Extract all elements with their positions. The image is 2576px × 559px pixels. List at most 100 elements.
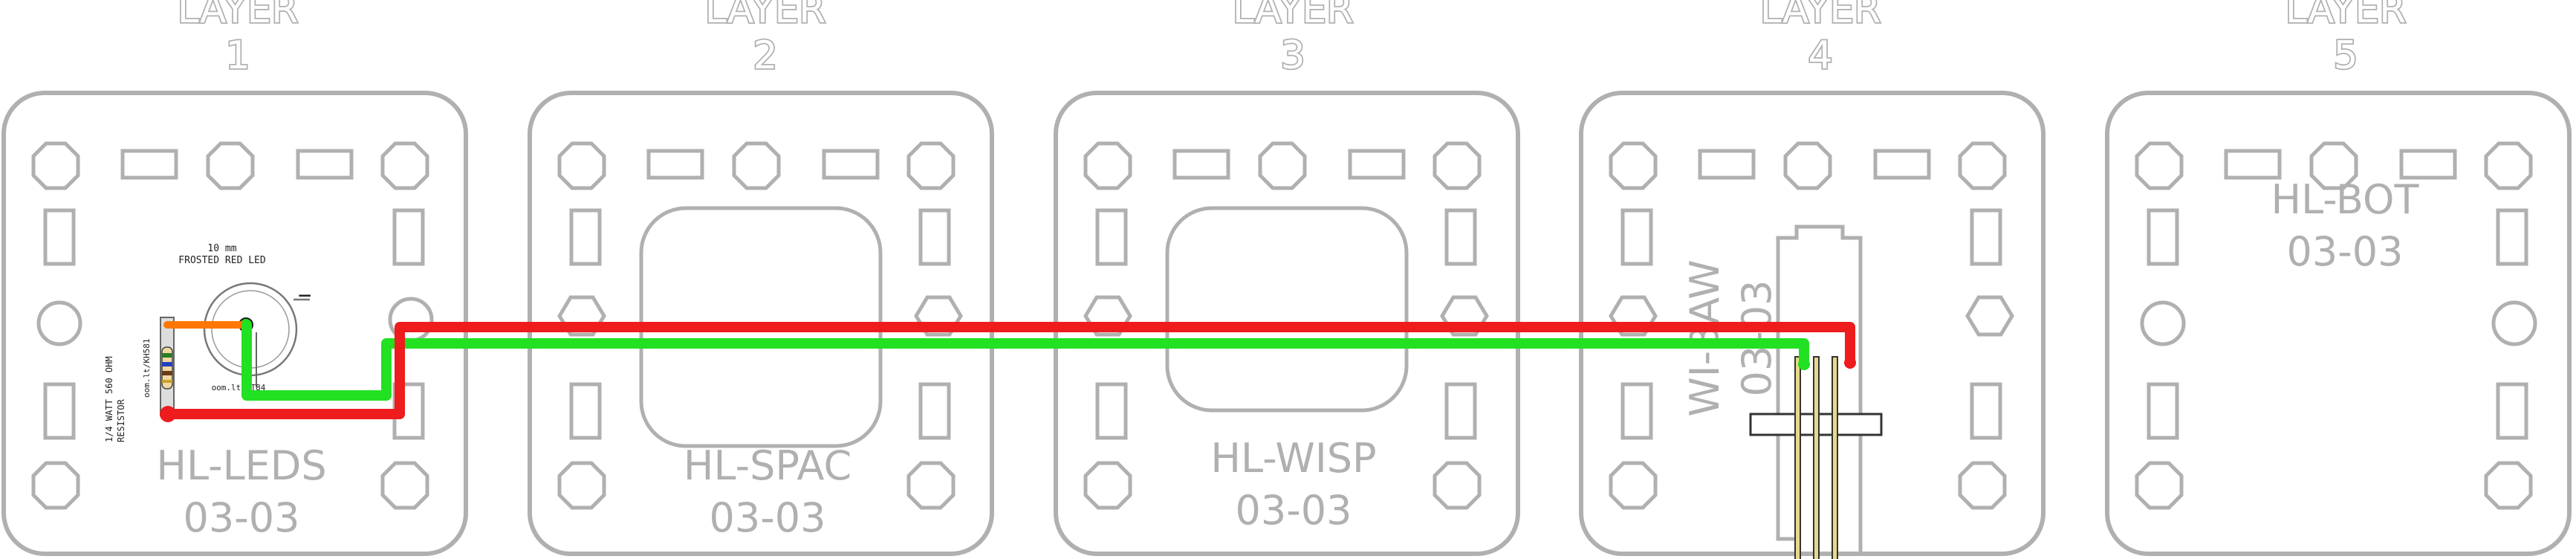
slot-vertical: [2147, 382, 2179, 440]
slot-vertical: [569, 382, 602, 440]
hole-octagon: [1609, 461, 1658, 510]
hole-octagon: [906, 141, 956, 190]
hole-octagon: [2135, 461, 2184, 510]
hole-octagon: [2309, 141, 2358, 190]
led-minus-sign: −: [298, 282, 311, 308]
hole-round: [36, 300, 82, 346]
header-pin: [1813, 356, 1820, 559]
layer-4-title-word: LAYER: [1760, 0, 1881, 32]
hole-octagon: [1433, 461, 1482, 510]
slot-vertical: [569, 208, 602, 266]
hole-octagon: [380, 141, 429, 190]
hole-octagon: [31, 461, 80, 510]
slot-horizontal: [2399, 149, 2457, 180]
resistor-name-label: RESISTOR: [116, 398, 126, 442]
board-rev: 03-03: [1236, 487, 1352, 534]
red-wire-start: [160, 406, 176, 422]
hole-octagon: [2484, 461, 2533, 510]
slot-vertical: [918, 382, 951, 440]
header-cutout: [1776, 224, 1863, 554]
slot-horizontal: [1348, 149, 1406, 180]
slot-horizontal: [1873, 149, 1931, 180]
layer-1-title-number: 1: [225, 33, 250, 78]
slot-vertical: [1620, 208, 1653, 266]
slot-vertical: [918, 208, 951, 266]
led-name-label: FROSTED RED LED: [178, 255, 266, 266]
hole-hexagon: [557, 295, 606, 337]
slot-horizontal: [822, 149, 880, 180]
hole-octagon: [906, 461, 956, 510]
green-wire-end: [1798, 358, 1810, 370]
layer-1-title-word: LAYER: [178, 0, 298, 32]
slot-vertical: [2496, 382, 2528, 440]
hole-octagon: [1083, 141, 1132, 190]
layer-5-title-number: 5: [2333, 33, 2358, 78]
slot-vertical: [43, 382, 76, 440]
board-hl-leds: HL-LEDS 03-03 − 10 mm FROSTED RED LED oo…: [1, 91, 468, 556]
hole-hexagon: [1609, 295, 1658, 337]
slot-vertical: [1970, 208, 2002, 266]
red-wire: [163, 322, 1855, 419]
board-rev: 03-03: [710, 494, 826, 541]
green-wire: [241, 320, 1809, 401]
slot-vertical: [2496, 208, 2528, 266]
slot-horizontal: [2224, 149, 2282, 180]
resistor-spec-label: 1/4 WATT 560 OHM: [104, 356, 114, 442]
layer-5-title-word: LAYER: [2285, 0, 2406, 32]
hole-octagon: [1083, 461, 1132, 510]
board-rev: 03-03: [184, 494, 300, 541]
hole-octagon: [31, 141, 80, 190]
slot-horizontal: [1698, 149, 1756, 180]
slot-vertical: [2147, 208, 2179, 266]
board-name: HL-SPAC: [684, 442, 851, 489]
board-rev: 03-03: [2287, 228, 2404, 275]
resistor-link-label: oom.lt/KH581: [142, 339, 152, 398]
resistor-component: 1/4 WATT 560 OHM RESISTOR oom.lt/KH581: [104, 317, 175, 442]
hole-octagon: [1433, 141, 1482, 190]
header-pin: [1794, 356, 1801, 559]
led-size-label: 10 mm: [207, 243, 236, 254]
layer-3-title-number: 3: [1280, 33, 1305, 78]
slot-horizontal: [120, 149, 178, 180]
resistor-band: [162, 362, 172, 366]
board-outline: [2105, 91, 2572, 556]
hole-octagon: [732, 141, 781, 190]
hole-octagon: [1958, 141, 2007, 190]
board-name: HL-BOT: [2271, 176, 2420, 223]
slot-vertical: [1095, 208, 1128, 266]
hole-octagon: [380, 461, 429, 510]
hole-round: [2491, 300, 2537, 346]
slot-horizontal: [646, 149, 704, 180]
hole-octagon: [557, 461, 606, 510]
board-name: HL-LEDS: [156, 442, 326, 489]
hole-octagon: [2484, 141, 2533, 190]
layer-2-title-number: 2: [753, 33, 777, 78]
hole-octagon: [206, 141, 255, 190]
resistor-band: [162, 380, 172, 383]
board-hl-bot: HL-BOT 03-03: [2105, 91, 2572, 556]
hole-round: [2140, 300, 2186, 346]
hole-hexagon: [1083, 295, 1132, 337]
resistor-band: [162, 353, 172, 358]
hole-octagon: [1783, 141, 1832, 190]
hole-octagon: [2135, 141, 2184, 190]
slot-vertical: [1970, 382, 2002, 440]
resistor-band: [162, 371, 172, 375]
hole-hexagon: [1440, 295, 1489, 337]
layer-3-title-word: LAYER: [1233, 0, 1353, 32]
hole-hexagon: [914, 295, 963, 337]
slot-vertical: [43, 208, 76, 266]
slot-vertical: [392, 208, 425, 266]
slot-vertical: [1444, 208, 1477, 266]
slot-vertical: [1095, 382, 1128, 440]
layer-4-title-number: 4: [1808, 33, 1832, 78]
board-hl-wisp: HL-WISP 03-03: [1054, 91, 1520, 556]
hole-octagon: [557, 141, 606, 190]
red-wire-end: [1844, 357, 1856, 369]
header-pin: [1832, 356, 1838, 559]
slot-horizontal: [296, 149, 354, 180]
hole-octagon: [1609, 141, 1658, 190]
center-cutout: [1165, 206, 1409, 413]
hole-octagon: [1958, 461, 2007, 510]
